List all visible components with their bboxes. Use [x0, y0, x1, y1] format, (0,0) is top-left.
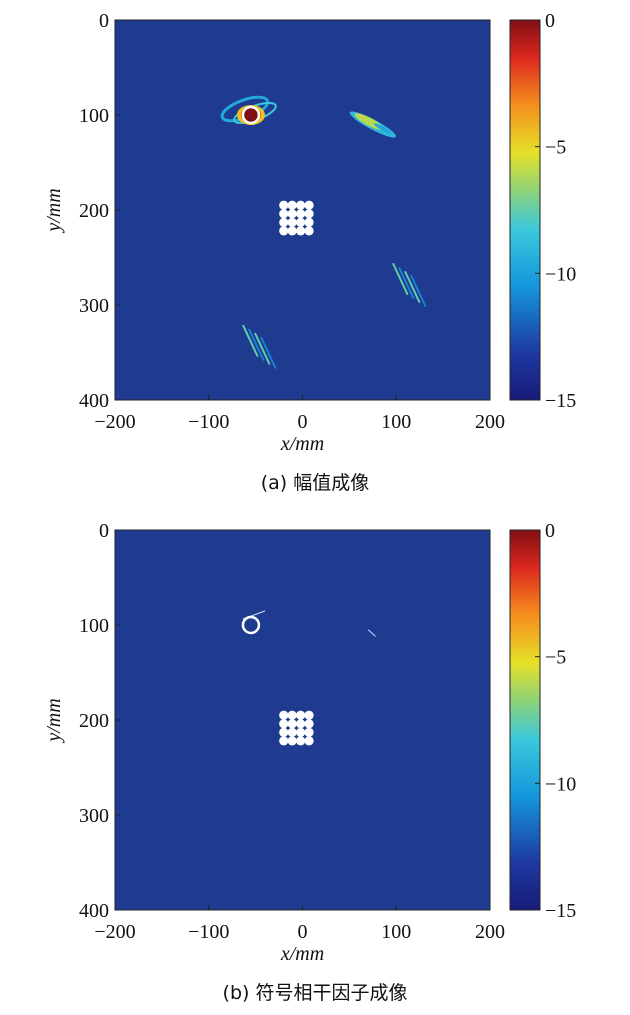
rod-grid: [279, 200, 314, 236]
x-axis-label: x/mm: [280, 433, 324, 455]
hotspot-1: [349, 111, 396, 138]
rod-marker: [296, 736, 306, 746]
rod-marker: [304, 209, 314, 219]
hole-marker: [241, 615, 261, 635]
rod-marker: [296, 719, 306, 729]
y-axis-label: y/mm: [43, 698, 65, 743]
x-tick-label: −200: [94, 411, 135, 433]
rod-marker: [279, 200, 289, 210]
x-tick-label: 100: [381, 921, 411, 943]
rod-marker: [279, 217, 289, 227]
x-tick-label: 0: [298, 921, 308, 943]
colorbar-tick-label: −5: [545, 137, 566, 159]
caption-b: (b) 符号相干因子成像: [222, 982, 408, 1004]
rod-marker: [279, 719, 289, 729]
hole-marker: [241, 105, 261, 125]
rod-marker: [296, 217, 306, 227]
x-tick-label: 100: [381, 411, 411, 433]
y-tick-label: 100: [79, 105, 109, 127]
x-tick-label: −100: [188, 411, 229, 433]
heatmap-b-svg: −200 −100 0 100 200 0 100 200 300 400 x/mm y/mm 0 −5 −…: [43, 520, 576, 965]
y-tick-label: 300: [79, 295, 109, 317]
colorbar: [509, 529, 541, 911]
rod-marker: [296, 226, 306, 236]
colorbar-tick-label: −15: [545, 390, 576, 412]
colorbar-tick-label: −15: [545, 900, 576, 922]
x-tick-label: −100: [188, 921, 229, 943]
rod-marker: [287, 200, 297, 210]
x-axis-label: x/mm: [280, 943, 324, 965]
colorbar-tick-label: −5: [545, 647, 566, 669]
y-tick-label: 200: [79, 710, 109, 732]
rod-marker: [304, 217, 314, 227]
rod-marker: [287, 727, 297, 737]
rod-marker: [304, 736, 314, 746]
rod-marker: [296, 727, 306, 737]
y-tick-label: 100: [79, 615, 109, 637]
rod-marker: [287, 710, 297, 720]
rod-marker: [279, 710, 289, 720]
y-tick-label: 200: [79, 200, 109, 222]
colorbar-tick-label: 0: [545, 520, 555, 542]
rod-marker: [296, 209, 306, 219]
colorbar-tick-label: −10: [545, 773, 576, 795]
caption-a: (a) 幅值成像: [260, 472, 370, 494]
rod-grid: [279, 710, 314, 746]
rod-marker: [296, 710, 306, 720]
heatmap-a-svg: −200 −100 0 100 200 0 100 200 300 400 x/mm y/mm 0 −5 −…: [43, 10, 576, 455]
colorbar-tick-label: 0: [545, 10, 555, 32]
y-axis-label: y/mm: [43, 188, 65, 233]
x-tick-label: 0: [298, 411, 308, 433]
x-tick-label: −200: [94, 921, 135, 943]
y-tick-label: 0: [99, 10, 109, 32]
rod-marker: [304, 719, 314, 729]
colorbar: [509, 19, 541, 401]
rod-marker: [287, 226, 297, 236]
rod-marker: [287, 209, 297, 219]
hotspot-2: [392, 263, 427, 307]
artifact-line: [367, 629, 376, 637]
y-tick-label: 400: [79, 390, 109, 412]
x-tick-label: 200: [475, 921, 505, 943]
rod-marker: [304, 200, 314, 210]
rod-marker: [287, 217, 297, 227]
rod-marker: [296, 200, 306, 210]
rod-marker: [279, 736, 289, 746]
y-tick-label: 0: [99, 520, 109, 542]
rod-marker: [279, 727, 289, 737]
rod-marker: [287, 719, 297, 729]
rod-marker: [287, 736, 297, 746]
panel-b: −200 −100 0 100 200 0 100 200 300 400 x/mm y/mm 0 −5 −…: [0, 510, 630, 1015]
rod-marker: [279, 226, 289, 236]
hotspot-3: [242, 324, 277, 369]
y-tick-label: 300: [79, 805, 109, 827]
panel-a: −200 −100 0 100 200 0 100 200 300 400 x/mm y/mm 0 −5 −…: [0, 0, 630, 505]
rod-marker: [279, 209, 289, 219]
colorbar-tick-label: −10: [545, 263, 576, 285]
y-tick-label: 400: [79, 900, 109, 922]
x-tick-label: 200: [475, 411, 505, 433]
rod-marker: [304, 710, 314, 720]
rod-marker: [304, 226, 314, 236]
rod-marker: [304, 727, 314, 737]
